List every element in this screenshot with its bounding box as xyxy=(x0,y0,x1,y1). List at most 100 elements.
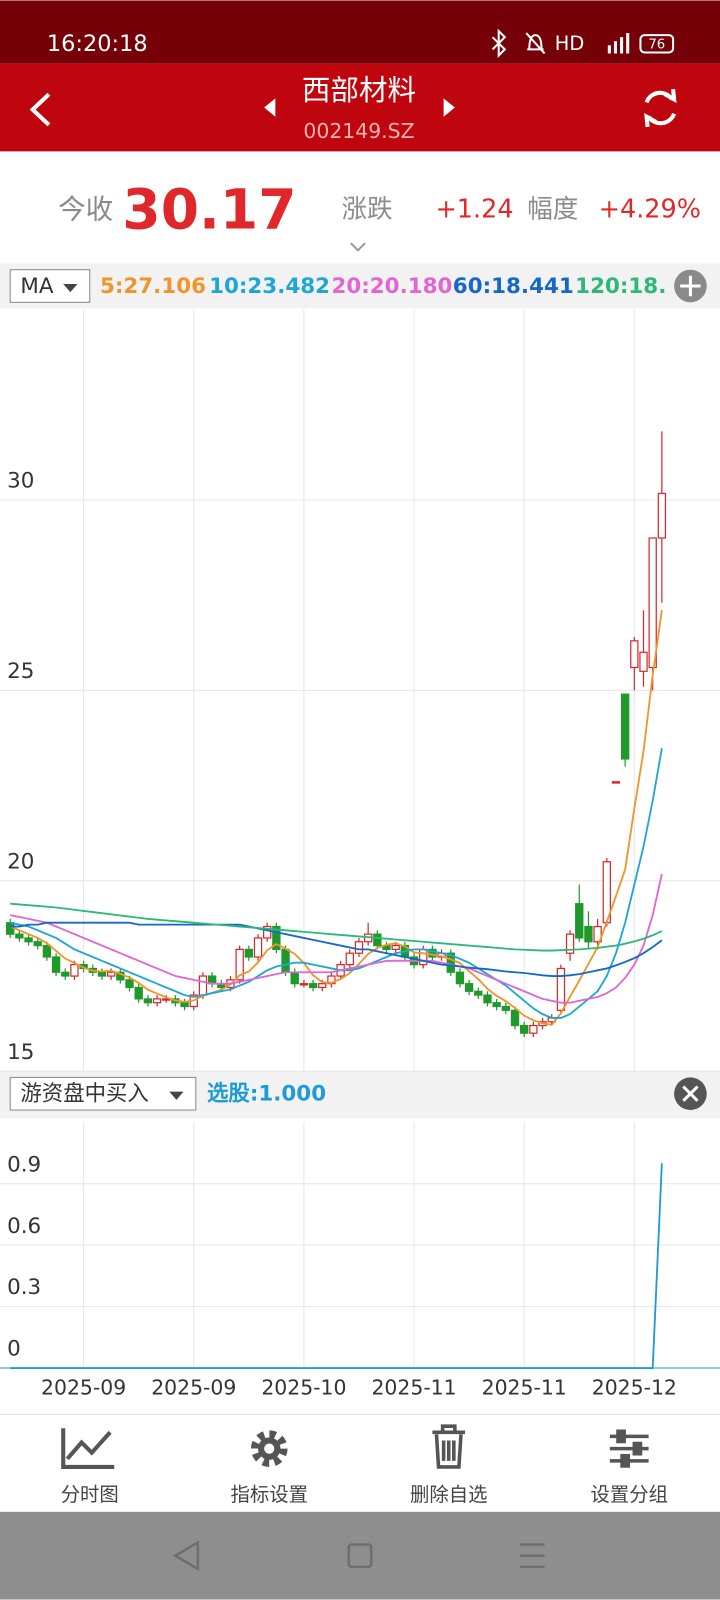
candle-body xyxy=(428,948,437,958)
y-tick-label: 0.3 xyxy=(7,1275,41,1300)
network-label: HD xyxy=(555,32,584,55)
legend-label: 5:27.106 xyxy=(100,274,206,299)
sub-indicator-selector[interactable]: 游资盘中买入 xyxy=(9,1076,197,1111)
status-icons xyxy=(491,28,675,58)
header-bar xyxy=(0,63,720,152)
candle-body xyxy=(198,975,208,996)
plus-sign xyxy=(680,275,701,297)
candle-body xyxy=(70,964,79,977)
close-price: 30.17 xyxy=(122,178,296,242)
toolbar-indicator-settings[interactable] xyxy=(250,1430,288,1467)
signal-bar xyxy=(613,41,617,54)
selector-label: MA xyxy=(20,274,53,299)
selector-box xyxy=(9,1076,197,1111)
x-tick-label: 2025-10 xyxy=(261,1375,346,1399)
close-indicator[interactable] xyxy=(674,1077,707,1111)
series-line xyxy=(9,610,663,1026)
candle-body xyxy=(143,998,153,1004)
candle-body xyxy=(510,1009,520,1027)
series-line xyxy=(10,748,663,1019)
stock-code: 002149.SZ xyxy=(303,119,414,143)
slider-knob xyxy=(620,1453,631,1468)
candle-body xyxy=(657,492,667,539)
range-value: +4.29% xyxy=(599,195,701,225)
ma-bar xyxy=(0,263,720,309)
dropdown-arrow xyxy=(63,283,78,293)
candle-body xyxy=(235,948,244,981)
candle-body xyxy=(345,952,354,966)
nav-back[interactable] xyxy=(172,1540,200,1572)
toolbar-label: 分时图 xyxy=(61,1483,119,1506)
stock-name: 西部材料 xyxy=(302,73,416,107)
toolbar-label: 设置分组 xyxy=(591,1483,668,1506)
x-tick-label: 2025-12 xyxy=(592,1375,677,1399)
nav-menu[interactable] xyxy=(520,1543,545,1569)
x-tick-label: 2025-11 xyxy=(371,1375,456,1399)
toolbar-time-share[interactable] xyxy=(61,1428,115,1470)
y-tick-label: 0.9 xyxy=(7,1152,41,1177)
refresh-button[interactable] xyxy=(644,88,677,128)
battery-icon xyxy=(639,34,675,54)
slider-knob xyxy=(632,1441,643,1456)
legend-label: 选股:1.000 xyxy=(207,1082,326,1107)
candle-body xyxy=(391,944,400,950)
candle-body xyxy=(611,781,621,784)
candle-body xyxy=(253,937,263,958)
candle-body xyxy=(308,983,318,989)
candle-body xyxy=(639,651,648,672)
candle-body xyxy=(61,971,70,977)
toolbar-delete[interactable] xyxy=(432,1424,466,1469)
candle-body xyxy=(354,941,364,954)
legend-label: 10:23.482 xyxy=(209,274,330,299)
clock: 16:20:18 xyxy=(47,31,148,57)
candle-body xyxy=(419,948,428,966)
candle-body xyxy=(263,925,272,939)
refresh-arrow xyxy=(644,113,657,128)
time-share-icon xyxy=(61,1428,115,1470)
next-stock[interactable] xyxy=(443,98,455,117)
y-tick-label: 15 xyxy=(7,1040,34,1065)
slider-knob xyxy=(616,1429,626,1444)
prev-stock[interactable] xyxy=(264,98,276,117)
toolbar-group[interactable] xyxy=(609,1429,649,1468)
change-value: +1.24 xyxy=(435,195,513,225)
candle-body xyxy=(97,971,107,977)
candle-body xyxy=(501,1005,511,1011)
y-tick-label: 25 xyxy=(7,659,34,684)
toolbar-label: 删除自选 xyxy=(410,1483,487,1506)
dropdown-arrow xyxy=(169,1091,184,1100)
candle-body xyxy=(455,971,465,985)
trash-icon xyxy=(432,1424,466,1469)
candle-body xyxy=(290,971,299,985)
nav-home[interactable] xyxy=(347,1543,373,1569)
signal-icon xyxy=(607,33,630,54)
candle-body xyxy=(24,937,33,943)
candle-body xyxy=(125,979,134,989)
battery-level: 76 xyxy=(648,37,665,52)
toolbar-divider xyxy=(0,1413,720,1415)
candle-body xyxy=(464,983,474,992)
expand-chevron[interactable] xyxy=(350,242,366,252)
candle-body xyxy=(373,933,382,947)
x-tick-label: 2025-11 xyxy=(482,1375,567,1399)
status-bar xyxy=(0,0,720,64)
back-button[interactable] xyxy=(29,92,51,127)
series-line xyxy=(10,873,663,1004)
ma-selector[interactable]: MA xyxy=(9,269,91,303)
candle-body xyxy=(134,986,143,1000)
signal-bar xyxy=(620,37,624,54)
candle-body xyxy=(575,903,584,939)
candle-body xyxy=(529,1024,538,1034)
x-tick-label: 2025-09 xyxy=(151,1375,236,1399)
candle-body xyxy=(593,925,602,943)
candle-body xyxy=(520,1024,529,1034)
candle-body xyxy=(474,990,483,996)
add-indicator[interactable] xyxy=(674,269,707,303)
toolbar-label: 指标设置 xyxy=(231,1483,308,1506)
candle-body xyxy=(244,948,254,958)
candle-body xyxy=(106,971,116,977)
signal-bar xyxy=(626,33,630,54)
y-tick-label: 30 xyxy=(7,469,34,494)
candle-body xyxy=(565,933,575,954)
